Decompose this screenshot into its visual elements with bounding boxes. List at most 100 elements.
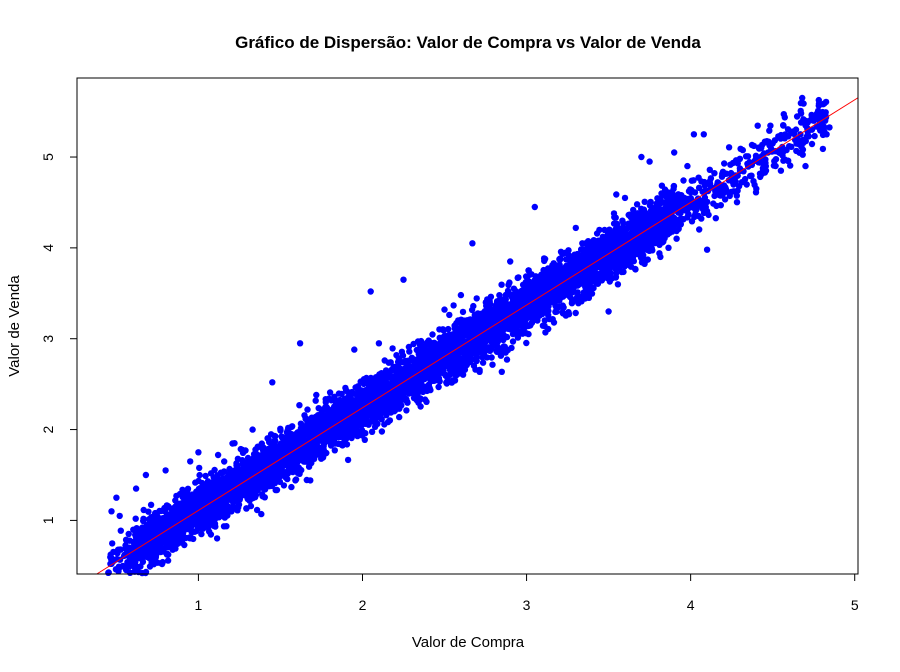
data-point [258, 510, 265, 518]
data-point [593, 230, 601, 237]
data-point [540, 255, 548, 262]
data-point [122, 566, 130, 574]
data-point [643, 256, 650, 263]
data-point [695, 184, 703, 191]
data-point [179, 486, 186, 493]
data-point [522, 278, 529, 286]
data-point [233, 460, 240, 467]
data-point [756, 170, 764, 177]
data-point [687, 186, 694, 193]
data-point [361, 387, 369, 395]
data-point [762, 167, 770, 174]
data-point [213, 535, 221, 542]
data-point [549, 262, 556, 269]
data-point [302, 415, 309, 423]
data-point [515, 331, 522, 338]
data-point [694, 201, 702, 208]
data-point [497, 352, 505, 359]
data-point [395, 355, 402, 362]
data-point [612, 270, 620, 277]
data-point [754, 122, 761, 129]
data-point [221, 458, 228, 465]
data-point [125, 530, 132, 538]
data-point [196, 471, 203, 479]
data-point [787, 162, 794, 169]
data-point [312, 397, 319, 404]
data-point [523, 339, 530, 347]
data-point [503, 356, 511, 363]
data-point [225, 471, 232, 478]
data-point [606, 226, 613, 233]
data-point [630, 206, 637, 214]
data-point [638, 259, 646, 266]
data-point [748, 172, 755, 179]
data-point [473, 347, 480, 354]
data-point [673, 235, 680, 242]
data-point [717, 202, 724, 209]
data-point [706, 166, 713, 173]
data-point [505, 281, 512, 289]
data-point [525, 267, 532, 274]
data-point [701, 178, 708, 186]
data-point [476, 366, 483, 374]
data-point [367, 374, 375, 382]
data-point [735, 183, 743, 190]
data-point [780, 122, 787, 129]
data-point [725, 144, 733, 151]
data-point [767, 122, 774, 129]
data-point [403, 407, 410, 414]
data-point [239, 457, 246, 464]
data-point [575, 300, 582, 307]
data-point [202, 472, 209, 480]
data-point [605, 272, 612, 280]
data-point [188, 529, 195, 536]
data-point [572, 309, 579, 317]
data-point [483, 354, 491, 361]
data-point [273, 486, 281, 494]
data-point [283, 469, 290, 476]
data-point [797, 110, 805, 117]
data-point [550, 319, 558, 326]
data-point [541, 317, 548, 324]
data-point [758, 144, 765, 152]
data-point [305, 463, 313, 470]
data-point [173, 492, 180, 500]
data-point [406, 348, 413, 355]
data-point [721, 160, 728, 167]
data-point [574, 289, 581, 296]
data-point [677, 215, 685, 222]
data-point [368, 428, 376, 435]
data-point [733, 199, 741, 206]
data-point [470, 302, 477, 310]
data-point [147, 501, 155, 508]
data-point [614, 281, 622, 288]
data-point [344, 456, 352, 464]
data-point [800, 100, 807, 107]
points-layer [105, 94, 833, 577]
data-point [792, 136, 799, 144]
data-point [498, 281, 505, 288]
data-point [459, 371, 467, 378]
data-point [677, 209, 684, 217]
data-point [443, 380, 450, 387]
data-point [396, 405, 403, 412]
data-point [381, 357, 388, 364]
data-point [556, 297, 563, 304]
data-point [522, 330, 530, 337]
data-point [800, 116, 807, 123]
data-point [633, 201, 641, 208]
data-point [762, 156, 769, 163]
data-point [808, 140, 816, 148]
data-point [427, 345, 435, 353]
data-point [621, 225, 629, 232]
data-point [331, 447, 338, 454]
data-point [727, 169, 735, 177]
data-point [396, 413, 403, 421]
chart-title: Gráfico de Dispersão: Valor de Compra vs… [235, 33, 701, 52]
data-point [618, 268, 625, 276]
data-point [348, 388, 356, 396]
data-point [770, 162, 778, 169]
data-point [429, 331, 436, 338]
data-point [660, 236, 667, 243]
